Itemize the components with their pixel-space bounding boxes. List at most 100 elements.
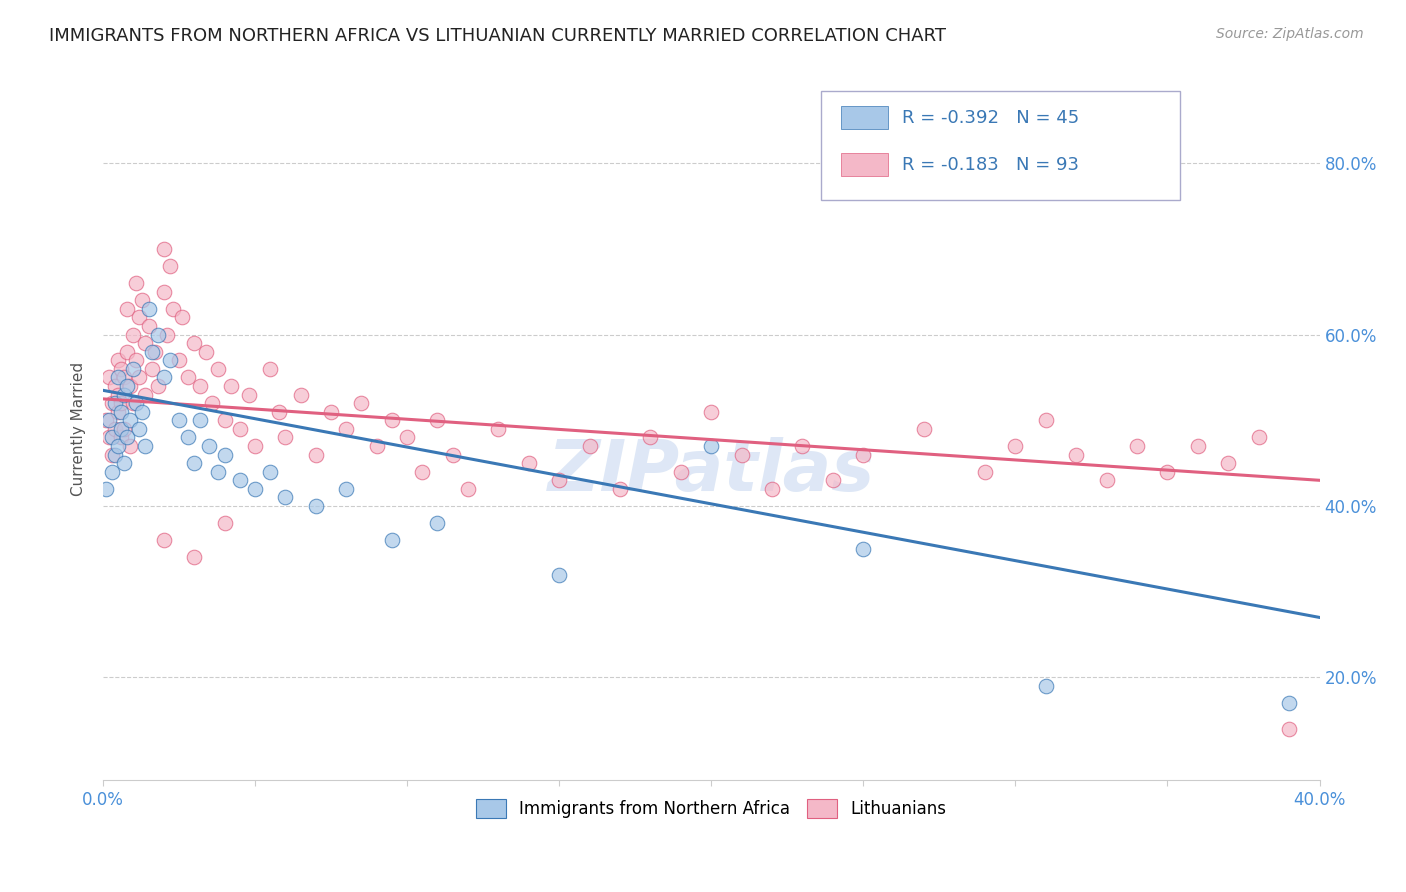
Lithuanians [259, 362, 281, 376]
Immigrants from Northern Africa [700, 439, 723, 453]
Lithuanians [183, 336, 205, 351]
Lithuanians [700, 405, 723, 419]
Lithuanians [177, 370, 200, 384]
Immigrants from Northern Africa [305, 499, 328, 513]
Legend: Immigrants from Northern Africa, Lithuanians: Immigrants from Northern Africa, Lithuan… [470, 792, 953, 825]
Immigrants from Northern Africa [335, 482, 357, 496]
Immigrants from Northern Africa [548, 567, 571, 582]
Lithuanians [214, 516, 236, 530]
Lithuanians [1126, 439, 1149, 453]
Lithuanians [201, 396, 224, 410]
Lithuanians [156, 327, 179, 342]
Lithuanians [912, 422, 935, 436]
Immigrants from Northern Africa [101, 430, 124, 444]
Lithuanians [195, 344, 218, 359]
Lithuanians [115, 344, 138, 359]
Immigrants from Northern Africa [128, 422, 150, 436]
Lithuanians [411, 465, 433, 479]
Lithuanians [152, 285, 174, 299]
Immigrants from Northern Africa [243, 482, 266, 496]
Lithuanians [98, 430, 121, 444]
Lithuanians [120, 379, 142, 393]
Lithuanians [821, 473, 844, 487]
Immigrants from Northern Africa [167, 413, 190, 427]
Lithuanians [134, 387, 156, 401]
Lithuanians [141, 362, 163, 376]
Lithuanians [159, 259, 181, 273]
Immigrants from Northern Africa [852, 541, 875, 556]
Immigrants from Northern Africa [381, 533, 404, 548]
Lithuanians [120, 439, 142, 453]
Lithuanians [1187, 439, 1209, 453]
Lithuanians [305, 448, 328, 462]
Lithuanians [319, 405, 342, 419]
Lithuanians [335, 422, 357, 436]
Lithuanians [131, 293, 153, 308]
Lithuanians [274, 430, 297, 444]
Lithuanians [350, 396, 373, 410]
Immigrants from Northern Africa [177, 430, 200, 444]
Lithuanians [98, 370, 121, 384]
Immigrants from Northern Africa [98, 413, 121, 427]
Lithuanians [104, 422, 127, 436]
Immigrants from Northern Africa [1278, 696, 1301, 710]
Text: R = -0.183   N = 93: R = -0.183 N = 93 [903, 155, 1080, 174]
Lithuanians [366, 439, 388, 453]
Immigrants from Northern Africa [259, 465, 281, 479]
Immigrants from Northern Africa [122, 362, 145, 376]
Immigrants from Northern Africa [146, 327, 169, 342]
Lithuanians [269, 405, 291, 419]
Lithuanians [107, 405, 129, 419]
Lithuanians [115, 301, 138, 316]
Immigrants from Northern Africa [152, 370, 174, 384]
Lithuanians [138, 318, 160, 333]
Immigrants from Northern Africa [134, 439, 156, 453]
Text: R = -0.392   N = 45: R = -0.392 N = 45 [903, 109, 1080, 127]
Immigrants from Northern Africa [112, 387, 135, 401]
Lithuanians [152, 533, 174, 548]
Immigrants from Northern Africa [274, 491, 297, 505]
Lithuanians [1095, 473, 1118, 487]
Text: ZIPatlas: ZIPatlas [547, 436, 875, 506]
Lithuanians [214, 413, 236, 427]
Immigrants from Northern Africa [141, 344, 163, 359]
Immigrants from Northern Africa [131, 405, 153, 419]
Lithuanians [441, 448, 464, 462]
Immigrants from Northern Africa [138, 301, 160, 316]
Immigrants from Northern Africa [125, 396, 148, 410]
Lithuanians [107, 387, 129, 401]
Lithuanians [143, 344, 166, 359]
Immigrants from Northern Africa [229, 473, 252, 487]
Lithuanians [761, 482, 783, 496]
Lithuanians [107, 353, 129, 368]
Lithuanians [112, 370, 135, 384]
Immigrants from Northern Africa [112, 456, 135, 470]
Lithuanians [146, 379, 169, 393]
Lithuanians [110, 396, 132, 410]
Lithuanians [730, 448, 752, 462]
Immigrants from Northern Africa [198, 439, 221, 453]
Immigrants from Northern Africa [107, 439, 129, 453]
Lithuanians [110, 430, 132, 444]
Immigrants from Northern Africa [115, 379, 138, 393]
Lithuanians [396, 430, 419, 444]
Lithuanians [128, 310, 150, 325]
Lithuanians [1064, 448, 1087, 462]
Lithuanians [1247, 430, 1270, 444]
Lithuanians [134, 336, 156, 351]
Lithuanians [110, 362, 132, 376]
Lithuanians [974, 465, 997, 479]
Lithuanians [243, 439, 266, 453]
Lithuanians [112, 422, 135, 436]
Lithuanians [1278, 722, 1301, 736]
Lithuanians [122, 396, 145, 410]
Lithuanians [219, 379, 242, 393]
Lithuanians [1218, 456, 1240, 470]
Lithuanians [290, 387, 312, 401]
Bar [841, 153, 887, 176]
Lithuanians [381, 413, 404, 427]
Immigrants from Northern Africa [188, 413, 211, 427]
Text: IMMIGRANTS FROM NORTHERN AFRICA VS LITHUANIAN CURRENTLY MARRIED CORRELATION CHAR: IMMIGRANTS FROM NORTHERN AFRICA VS LITHU… [49, 27, 946, 45]
Lithuanians [578, 439, 600, 453]
Lithuanians [1156, 465, 1178, 479]
